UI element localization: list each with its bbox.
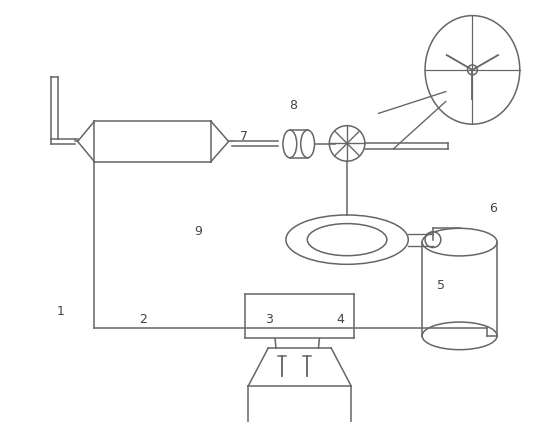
- Text: 1: 1: [57, 305, 65, 317]
- Text: 6: 6: [489, 202, 497, 215]
- Text: 5: 5: [437, 279, 445, 292]
- Text: 9: 9: [194, 225, 202, 238]
- Text: 7: 7: [240, 130, 248, 144]
- Text: 8: 8: [289, 99, 297, 112]
- Text: 2: 2: [139, 313, 147, 326]
- Text: 3: 3: [265, 313, 273, 326]
- Text: 4: 4: [336, 313, 344, 326]
